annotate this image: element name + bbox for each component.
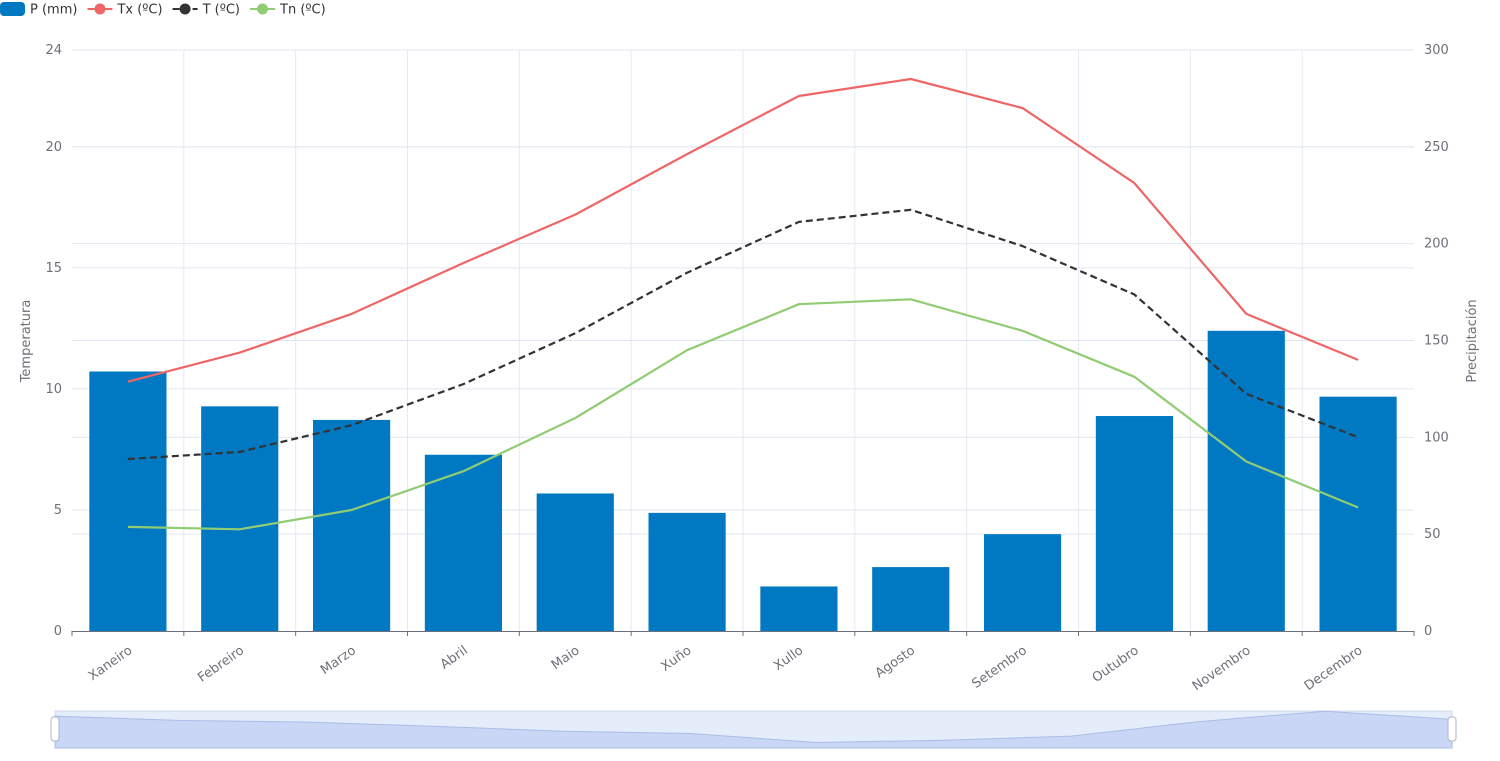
legend-label: Tn (ºC) <box>279 3 326 18</box>
precipitation-bar <box>1095 416 1173 631</box>
legend-item[interactable]: Tn (ºC) <box>250 3 326 18</box>
x-tick-label: Marzo <box>318 643 359 678</box>
x-tick-label: Maio <box>549 643 583 673</box>
precipitation-bar <box>760 586 838 631</box>
legend[interactable]: P (mm) Tx (ºC) T (ºC) Tn (ºC) <box>0 2 326 18</box>
y-left-tick-label: 0 <box>54 624 62 639</box>
x-tick-label: Setembro <box>969 643 1029 692</box>
data-zoom-handle[interactable] <box>1447 716 1457 742</box>
legend-item[interactable]: Tx (ºC) <box>87 3 163 18</box>
legend-swatch-dot <box>257 3 268 15</box>
precipitation-bar <box>1319 396 1397 631</box>
y-right-tick-label: 50 <box>1424 527 1441 542</box>
y-right-tick-label: 150 <box>1424 334 1449 349</box>
legend-label: T (ºC) <box>202 3 240 18</box>
legend-swatch-dot <box>179 3 191 15</box>
precipitation-bar <box>313 419 391 631</box>
x-tick-label: Xullo <box>771 643 806 674</box>
legend-label: Tx (ºC) <box>116 3 162 18</box>
precipitation-bar <box>1207 330 1285 631</box>
legend-item[interactable]: T (ºC) <box>172 3 240 18</box>
temperature-lines <box>127 77 1359 531</box>
y-axis-right-title: Precipitación <box>1465 299 1480 382</box>
data-zoom-slider[interactable] <box>50 710 1457 749</box>
data-zoom-handle[interactable] <box>50 716 60 742</box>
precipitation-bar <box>648 512 726 631</box>
x-tick-label: Xuño <box>659 643 695 674</box>
series-line <box>127 77 1359 383</box>
precipitation-bar <box>89 371 167 631</box>
legend-swatch-bar <box>0 2 25 16</box>
y-left-tick-label: 15 <box>45 261 62 276</box>
y-axis-left-title: Temperatura <box>19 300 34 384</box>
data-zoom-preview <box>54 710 1453 749</box>
y-right-tick-label: 250 <box>1424 140 1449 155</box>
legend-label: P (mm) <box>30 3 77 18</box>
precipitation-bars <box>89 330 1397 631</box>
y-left-tick-label: 24 <box>45 43 62 58</box>
y-right-tick-label: 100 <box>1424 430 1449 445</box>
precipitation-bar <box>872 567 950 631</box>
y-right-tick-label: 0 <box>1424 624 1432 639</box>
legend-item[interactable]: P (mm) <box>0 2 77 18</box>
x-tick-label: Novembro <box>1190 643 1254 694</box>
precipitation-bar <box>201 406 279 631</box>
x-tick-label: Abril <box>438 643 471 672</box>
x-tick-label: Outubro <box>1090 643 1142 686</box>
y-right-tick-label: 200 <box>1424 237 1449 252</box>
y-left-tick-label: 5 <box>54 503 62 518</box>
y-left-tick-label: 20 <box>45 140 62 155</box>
precipitation-bar <box>536 493 614 631</box>
series-line <box>127 208 1359 461</box>
precipitation-bar <box>424 454 502 631</box>
x-tick-label: Decembro <box>1302 643 1366 694</box>
x-tick-label: Agosto <box>873 643 918 681</box>
precipitation-bar <box>984 534 1062 631</box>
x-tick-label: Xaneiro <box>86 643 135 684</box>
series-line <box>127 298 1359 531</box>
y-right-tick-label: 300 <box>1424 43 1449 58</box>
x-tick-label: Febreiro <box>195 643 247 686</box>
y-left-tick-label: 10 <box>45 382 62 397</box>
legend-swatch-dot <box>94 3 106 15</box>
